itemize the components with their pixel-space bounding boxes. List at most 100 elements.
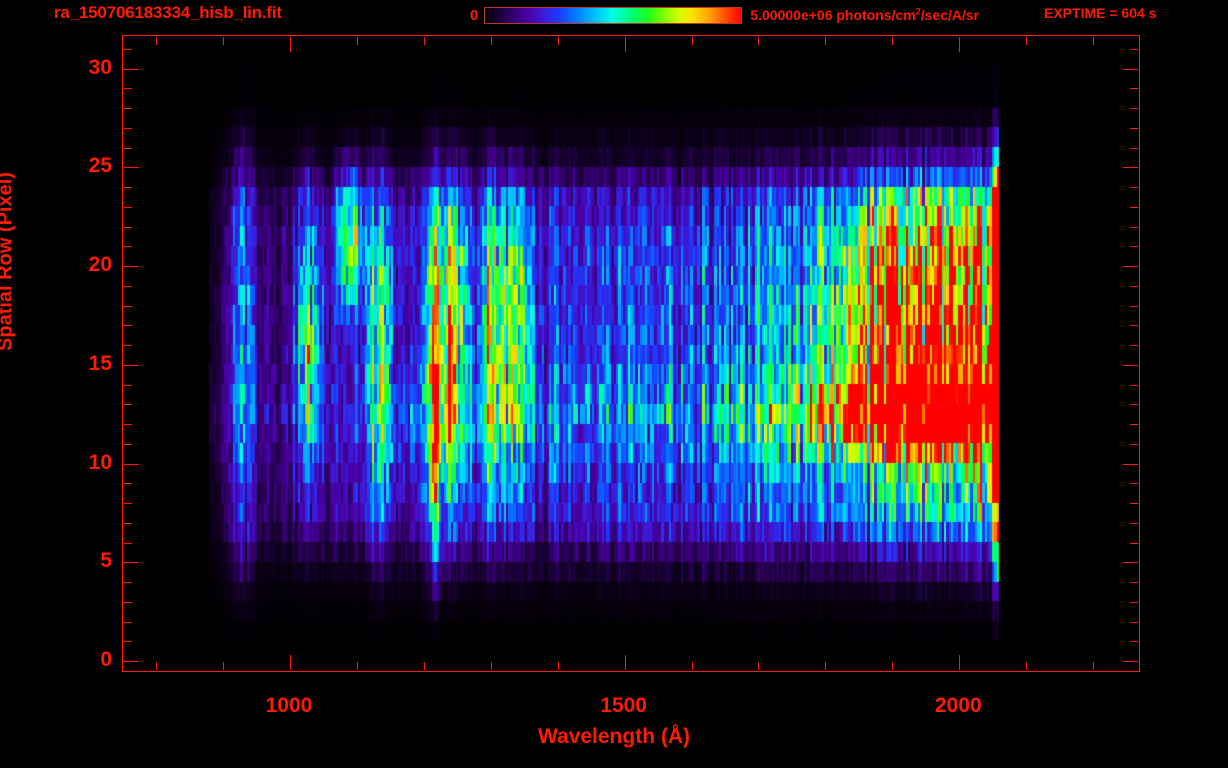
y-minor-tick-right [1130,88,1138,90]
x-minor-tick-top [825,37,827,45]
x-minor-tick [691,662,693,670]
x-minor-tick-top [691,37,693,45]
y-minor-tick-right [1130,483,1138,485]
y-minor-tick [124,542,132,544]
y-minor-tick-right [1130,325,1138,327]
y-minor-tick [124,443,132,445]
x-minor-tick [356,662,358,670]
y-tick-label: 25 [88,154,112,178]
y-minor-tick [124,108,132,110]
y-minor-tick-right [1130,601,1138,603]
x-minor-tick-top [223,37,225,45]
x-major-tick [959,655,961,670]
colorbar-min-label: 0 [470,6,479,24]
y-minor-tick-right [1130,147,1138,149]
y-major-tick [124,562,139,564]
y-major-tick-right [1123,167,1138,169]
y-major-tick-right [1123,562,1138,564]
y-minor-tick-right [1130,285,1138,287]
y-minor-tick [124,621,132,623]
y-minor-tick-right [1130,503,1138,505]
x-tick-label: 1000 [265,694,313,717]
x-minor-tick [825,662,827,670]
y-tick-label: 5 [100,549,112,573]
plot-frame [122,35,1140,672]
x-minor-tick-top [490,37,492,45]
x-minor-tick [1026,662,1028,670]
y-minor-tick-right [1130,108,1138,110]
y-minor-tick [124,424,132,426]
x-minor-tick-top [1026,37,1028,45]
x-minor-tick-top [423,37,425,45]
y-minor-tick [124,522,132,524]
y-minor-tick [124,582,132,584]
x-minor-tick-top [892,37,894,45]
y-tick-label: 15 [88,351,112,375]
x-major-tick-top [624,37,626,52]
page-title: ra_150706183334_hisb_lin.fit [54,3,282,22]
y-minor-tick-right [1130,641,1138,643]
y-major-tick-right [1123,68,1138,70]
y-major-tick-right [1123,364,1138,366]
y-major-tick [124,661,139,663]
y-minor-tick [124,226,132,228]
y-tick-label: 20 [88,253,112,277]
colorbar-units-exponent: 2 [915,6,921,17]
colorbar-gradient [484,6,743,24]
y-minor-tick [124,641,132,643]
y-major-tick [124,266,139,268]
y-minor-tick-right [1130,48,1138,50]
y-minor-tick [124,88,132,90]
y-minor-tick [124,285,132,287]
x-minor-tick [423,662,425,670]
y-minor-tick [124,483,132,485]
x-minor-tick [557,662,559,670]
y-minor-tick-right [1130,404,1138,406]
x-minor-tick [223,662,225,670]
colorbar: 0 5.00000e+06 photons/cm2/sec/A/sr [470,4,979,26]
x-minor-tick-top [758,37,760,45]
x-minor-tick-top [156,37,158,45]
y-axis-title: Spatial Row (Pixel) [0,172,17,351]
y-minor-tick [124,246,132,248]
x-major-tick [289,655,291,670]
y-minor-tick-right [1130,621,1138,623]
x-minor-tick [490,662,492,670]
y-major-tick [124,463,139,465]
colorbar-max-label: 5.00000e+06 photons/cm2/sec/A/sr [750,6,980,23]
x-minor-tick [758,662,760,670]
y-minor-tick [124,601,132,603]
y-minor-tick-right [1130,384,1138,386]
y-minor-tick-right [1130,443,1138,445]
y-minor-tick-right [1130,246,1138,248]
x-minor-tick [892,662,894,670]
x-tick-label: 2000 [934,694,982,717]
y-minor-tick-right [1130,305,1138,307]
y-minor-tick [124,503,132,505]
y-minor-tick-right [1130,582,1138,584]
y-tick-label: 30 [88,55,112,79]
y-minor-tick [124,384,132,386]
y-minor-tick-right [1130,345,1138,347]
y-major-tick [124,364,139,366]
y-minor-tick [124,48,132,50]
y-minor-tick [124,127,132,129]
y-minor-tick [124,404,132,406]
x-tick-label: 1500 [600,694,647,717]
y-minor-tick [124,147,132,149]
y-minor-tick [124,325,132,327]
y-minor-tick-right [1130,187,1138,189]
y-minor-tick [124,345,132,347]
y-major-tick [124,167,139,169]
y-minor-tick-right [1130,226,1138,228]
y-major-tick-right [1123,661,1138,663]
x-minor-tick-top [356,37,358,45]
y-major-tick-right [1123,266,1138,268]
colorbar-units-suffix: /sec/A/sr [920,7,980,23]
y-minor-tick-right [1130,424,1138,426]
y-major-tick-right [1123,463,1138,465]
y-minor-tick-right [1130,542,1138,544]
x-major-tick-top [959,37,961,52]
y-minor-tick-right [1130,206,1138,208]
